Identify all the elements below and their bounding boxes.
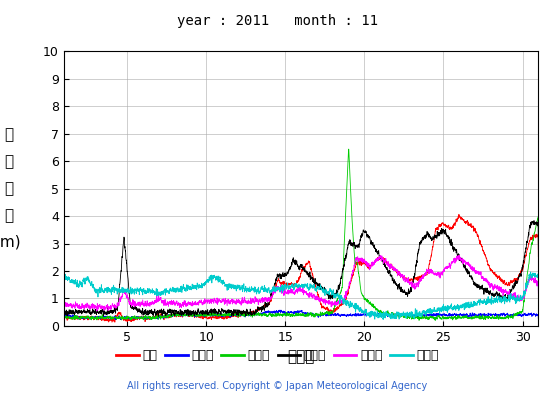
佐多岬 bbox=[203, 279, 210, 284]
Line: 佐多岬: 佐多岬 bbox=[64, 272, 538, 319]
松前 bbox=[535, 254, 542, 259]
Line: 経ヶ岬: 経ヶ岬 bbox=[64, 221, 538, 320]
経ヶ岬 bbox=[203, 308, 210, 313]
松前 bbox=[450, 223, 457, 228]
X-axis label: （日）: （日） bbox=[287, 349, 315, 364]
福江島 bbox=[450, 259, 457, 263]
福江島 bbox=[97, 303, 103, 308]
佐多岬 bbox=[97, 285, 103, 290]
石廊崎 bbox=[97, 315, 103, 320]
石廊崎 bbox=[186, 312, 193, 317]
石廊崎 bbox=[345, 147, 352, 151]
Line: 石廊崎: 石廊崎 bbox=[64, 149, 538, 322]
江ノ島 bbox=[186, 313, 193, 318]
Text: 有: 有 bbox=[4, 128, 13, 142]
Line: 江ノ島: 江ノ島 bbox=[64, 310, 538, 320]
江ノ島 bbox=[493, 312, 500, 317]
Legend: 松前, 江ノ島, 石廊崎, 経ヶ岬, 福江島, 佐多岬: 松前, 江ノ島, 石廊崎, 経ヶ岬, 福江島, 佐多岬 bbox=[111, 344, 444, 367]
経ヶ岬 bbox=[493, 290, 500, 295]
佐多岬 bbox=[60, 299, 67, 304]
松前 bbox=[186, 313, 193, 318]
経ヶ岬 bbox=[97, 309, 103, 314]
経ヶ岬 bbox=[60, 317, 67, 322]
江ノ島 bbox=[276, 308, 282, 312]
福江島 bbox=[456, 253, 463, 258]
松前 bbox=[494, 274, 501, 278]
福江島 bbox=[493, 284, 500, 288]
江ノ島 bbox=[535, 316, 542, 321]
江ノ島 bbox=[450, 313, 457, 318]
福江島 bbox=[203, 299, 210, 304]
松前 bbox=[60, 320, 67, 324]
福江島 bbox=[60, 311, 67, 316]
経ヶ岬 bbox=[401, 290, 407, 295]
佐多岬 bbox=[527, 269, 534, 274]
経ヶ岬 bbox=[531, 218, 537, 223]
Text: 高: 高 bbox=[4, 208, 13, 223]
Text: (m): (m) bbox=[0, 235, 22, 250]
松前 bbox=[401, 274, 407, 279]
石廊崎 bbox=[535, 241, 542, 246]
経ヶ岬 bbox=[535, 247, 542, 252]
松前 bbox=[203, 315, 210, 320]
江ノ島 bbox=[97, 316, 103, 320]
佐多岬 bbox=[401, 312, 407, 316]
石廊崎 bbox=[493, 314, 500, 319]
経ヶ岬 bbox=[186, 309, 193, 314]
Text: 義: 義 bbox=[4, 154, 13, 169]
Line: 福江島: 福江島 bbox=[64, 255, 538, 313]
福江島 bbox=[186, 302, 193, 307]
佐多岬 bbox=[450, 304, 457, 309]
松前 bbox=[97, 316, 103, 320]
佐多岬 bbox=[186, 285, 193, 290]
佐多岬 bbox=[380, 317, 386, 322]
江ノ島 bbox=[203, 312, 210, 317]
石廊崎 bbox=[450, 316, 457, 321]
Line: 松前: 松前 bbox=[64, 214, 538, 322]
Text: 波: 波 bbox=[4, 181, 13, 196]
石廊崎 bbox=[401, 313, 407, 318]
Text: year : 2011   month : 11: year : 2011 month : 11 bbox=[177, 14, 378, 28]
佐多岬 bbox=[535, 288, 542, 292]
Text: All rights reserved. Copyright © Japan Meteorological Agency: All rights reserved. Copyright © Japan M… bbox=[128, 381, 427, 391]
経ヶ岬 bbox=[450, 246, 457, 251]
江ノ島 bbox=[401, 312, 407, 317]
石廊崎 bbox=[60, 320, 67, 324]
佐多岬 bbox=[493, 297, 500, 302]
福江島 bbox=[401, 275, 407, 280]
松前 bbox=[112, 320, 118, 325]
石廊崎 bbox=[203, 312, 210, 316]
福江島 bbox=[535, 291, 542, 296]
松前 bbox=[456, 212, 462, 217]
江ノ島 bbox=[60, 318, 67, 322]
